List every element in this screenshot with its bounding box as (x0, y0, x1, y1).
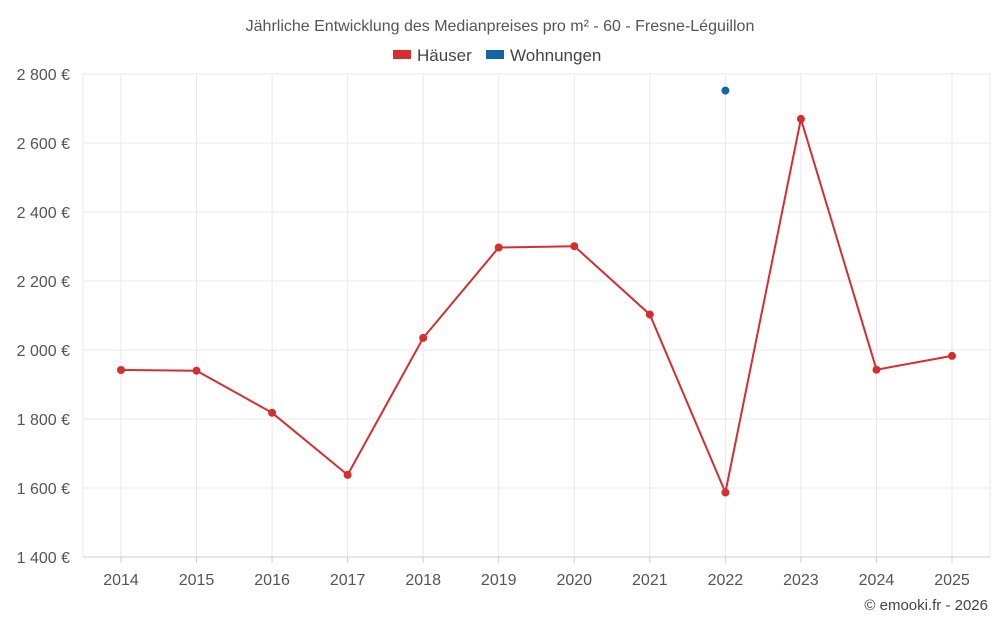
y-tick-label: 1 600 € (17, 481, 70, 498)
y-tick-label: 2 000 € (17, 343, 70, 360)
x-tick-label: 2023 (783, 572, 819, 589)
series-line-0 (120, 118, 953, 496)
data-point[interactable] (721, 488, 730, 497)
chart-title: Jährliche Entwicklung des Medianpreises … (246, 18, 755, 35)
legend-label-haeuser: Häuser (417, 46, 472, 65)
data-point[interactable] (268, 408, 277, 417)
y-axis-ticks: 1 400 € 1 600 € 1 800 € 2 000 € 2 200 € 2 400… (17, 67, 70, 567)
x-tick-label: 2014 (103, 572, 139, 589)
x-tick-label: 2015 (179, 572, 215, 589)
x-tick-label: 2017 (330, 572, 366, 589)
y-tick-label: 2 200 € (17, 274, 70, 291)
data-point[interactable] (494, 243, 503, 252)
legend-item-haeuser[interactable]: Häuser (393, 46, 472, 65)
y-tick-label: 2 600 € (17, 136, 70, 153)
legend-swatch-wohnungen (486, 50, 504, 59)
legend-item-wohnungen[interactable]: Wohnungen (486, 46, 601, 65)
y-tick-label: 2 400 € (17, 205, 70, 222)
x-tick-label: 2024 (859, 572, 895, 589)
data-point[interactable] (419, 333, 428, 342)
legend-swatch-haeuser (393, 50, 411, 59)
y-tick-label: 1 800 € (17, 412, 70, 429)
data-point[interactable] (343, 470, 352, 479)
x-tick-label: 2020 (556, 572, 592, 589)
legend: Häuser Wohnungen (393, 46, 601, 65)
x-tick-label: 2018 (405, 572, 441, 589)
data-point[interactable] (796, 114, 805, 123)
data-point[interactable] (192, 366, 201, 375)
x-tick-label: 2022 (708, 572, 744, 589)
grid (82, 73, 991, 558)
x-tick-label: 2019 (481, 572, 517, 589)
data-point[interactable] (117, 366, 125, 374)
x-axis-ticks: 2014 2015 2016 2017 2018 2019 2020 2021 2022 2023… (103, 557, 970, 589)
x-tick-label: 2021 (632, 572, 668, 589)
y-tick-label: 2 800 € (17, 67, 70, 84)
x-tick-label: 2025 (934, 572, 970, 589)
x-tick-label: 2016 (254, 572, 290, 589)
data-point[interactable] (721, 86, 730, 95)
series (117, 86, 956, 497)
y-tick-label: 1 400 € (17, 550, 70, 567)
data-point[interactable] (872, 365, 881, 374)
data-point[interactable] (645, 310, 654, 319)
legend-label-wohnungen: Wohnungen (510, 46, 601, 65)
credit: © emooki.fr - 2026 (864, 597, 988, 614)
data-point[interactable] (570, 242, 579, 251)
data-point[interactable] (948, 351, 956, 360)
